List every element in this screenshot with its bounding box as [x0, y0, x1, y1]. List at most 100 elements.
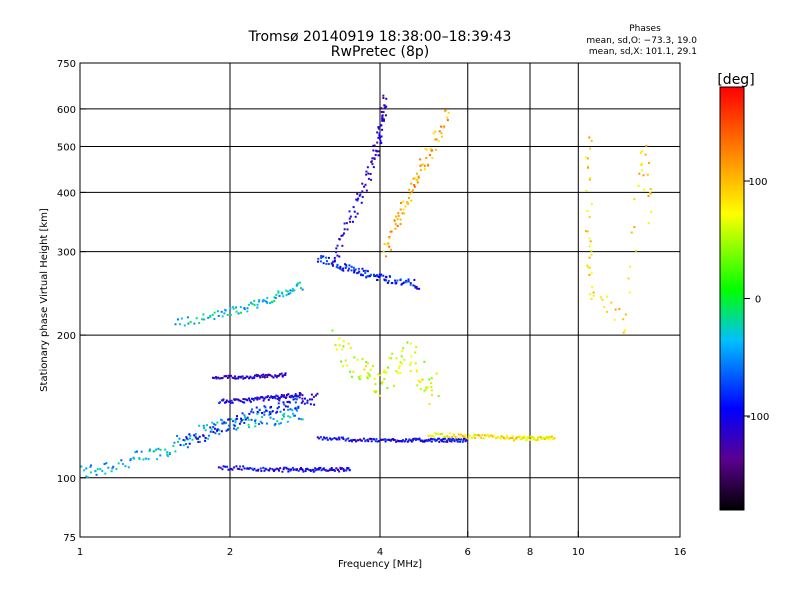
data-point [164, 448, 167, 451]
data-point [425, 386, 428, 389]
data-point [230, 399, 233, 402]
data-point [225, 375, 228, 378]
data-point [373, 275, 376, 278]
data-point [646, 173, 649, 176]
data-point [423, 389, 426, 392]
data-point [378, 137, 381, 140]
data-point [442, 437, 445, 440]
data-point [400, 283, 403, 286]
data-point [383, 369, 386, 372]
data-point [239, 306, 242, 309]
data-point [277, 468, 280, 471]
data-point [416, 287, 419, 290]
data-point [331, 263, 334, 266]
data-point [352, 266, 355, 269]
data-point [279, 410, 282, 413]
data-point [447, 111, 450, 114]
data-point [505, 434, 508, 437]
data-point [435, 372, 438, 375]
data-point [194, 432, 197, 435]
data-point [191, 438, 194, 441]
data-point [308, 398, 311, 401]
data-point [220, 430, 223, 433]
data-point [215, 377, 218, 380]
data-point [278, 374, 281, 377]
data-point [382, 94, 385, 97]
data-point [250, 397, 253, 400]
data-point [453, 435, 456, 438]
data-point [279, 422, 282, 425]
data-point [350, 269, 353, 272]
data-point [362, 269, 365, 272]
chart-subtitle: RwPretec (8p) [331, 44, 429, 60]
data-point [205, 424, 208, 427]
data-point [366, 375, 369, 378]
data-point [589, 266, 592, 269]
data-point [342, 467, 345, 470]
data-point [339, 265, 342, 268]
data-point [266, 376, 269, 379]
data-point [328, 469, 331, 472]
phases-o-stats: mean, sd,O: −73.3, 19.0 [586, 36, 697, 46]
data-point [291, 394, 294, 397]
data-point [246, 467, 249, 470]
data-point [235, 465, 238, 468]
data-point [459, 438, 462, 441]
data-point [518, 435, 521, 438]
data-point [306, 399, 309, 402]
data-point [419, 164, 422, 167]
cluster-6 [316, 436, 468, 443]
data-point [535, 439, 538, 442]
data-point [361, 267, 364, 270]
data-point [373, 390, 376, 393]
data-point [461, 440, 464, 443]
data-point [352, 206, 355, 209]
data-point [360, 439, 363, 442]
data-point [331, 469, 334, 472]
data-point [335, 266, 338, 269]
data-point [277, 290, 280, 293]
data-point [373, 144, 376, 147]
data-point [212, 431, 215, 434]
data-point [211, 313, 214, 316]
data-point [246, 399, 249, 402]
data-point [272, 418, 275, 421]
data-point [404, 281, 407, 284]
data-point [243, 398, 246, 401]
data-point [101, 469, 104, 472]
data-point [586, 157, 589, 160]
data-point [350, 265, 353, 268]
data-point [421, 440, 424, 443]
data-point [643, 188, 646, 191]
data-point [173, 441, 176, 444]
data-point [375, 150, 378, 153]
data-point [375, 389, 378, 392]
data-point [255, 469, 258, 472]
data-point [586, 210, 589, 213]
data-point [383, 438, 386, 441]
data-point [497, 436, 500, 439]
data-point [388, 236, 391, 239]
data-point [641, 169, 644, 172]
data-point [639, 151, 642, 154]
data-point [481, 433, 484, 436]
data-point [546, 436, 549, 439]
data-point [343, 469, 346, 472]
data-point [397, 212, 400, 215]
data-point [277, 469, 280, 472]
data-point [480, 436, 483, 439]
data-point [378, 394, 381, 397]
data-point [395, 357, 398, 360]
data-point [215, 428, 218, 431]
data-point [341, 436, 344, 439]
data-point [409, 370, 412, 373]
data-point [448, 440, 451, 443]
data-point [364, 439, 367, 442]
data-point [370, 178, 373, 181]
data-point [482, 437, 485, 440]
data-point [379, 135, 382, 138]
data-point [405, 438, 408, 441]
data-point [213, 311, 216, 314]
data-point [157, 447, 160, 450]
data-point [365, 170, 368, 173]
